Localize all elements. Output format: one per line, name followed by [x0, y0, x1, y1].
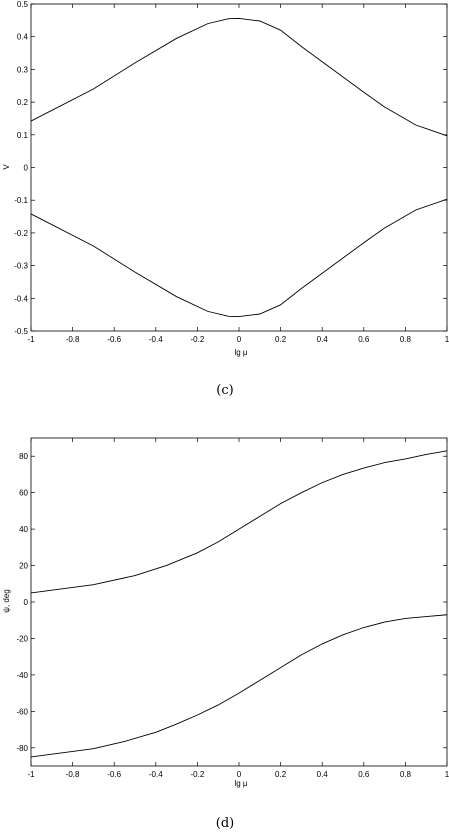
- x-tick-label: -1: [27, 770, 35, 779]
- y-tick-label: 0.4: [17, 33, 29, 42]
- x-tick-label: 1: [445, 770, 449, 779]
- x-tick-label: 0: [237, 335, 242, 344]
- y-tick-label: -0.2: [14, 229, 28, 238]
- y-tick-label: -0.5: [14, 327, 28, 336]
- x-axis-label-c: lg μ: [234, 348, 247, 357]
- y-tick-label: 0.5: [17, 0, 29, 9]
- chart-panel-d: -1 -0.8 -0.6 -0.4 -0.2 0 0.2 0.4 0.6 0.8 1 -80 -60 -4…: [2, 437, 449, 831]
- caption-c: (c): [216, 383, 233, 398]
- y-tick-label: -20: [16, 634, 28, 643]
- x-tick-label: -0.6: [107, 770, 121, 779]
- y-tick-label: 80: [19, 452, 28, 461]
- axes-frame-d: [30, 437, 448, 767]
- y-tick-label: -40: [16, 671, 28, 680]
- plot-area-c: -1 -0.8 -0.6 -0.4 -0.2 0 0.2 0.4 0.6 0.8 1 -0.5 -0.4…: [14, 0, 449, 344]
- x-tick-label: -0.8: [66, 770, 80, 779]
- y-tick-label: 20: [19, 562, 28, 571]
- y-axis-label-d: ψ, deg: [2, 589, 11, 613]
- x-tick-label: 0.2: [275, 335, 287, 344]
- x-tick-label: -0.2: [191, 770, 205, 779]
- x-tick-label: 0.4: [317, 335, 329, 344]
- x-tick-label: -0.8: [66, 335, 80, 344]
- y-tick-label: 0.3: [17, 65, 29, 74]
- y-tick-label: -0.4: [14, 294, 28, 303]
- y-tick-label: 40: [19, 525, 28, 534]
- x-tick-label: 0.6: [358, 335, 370, 344]
- x-tick-label: 0.6: [358, 770, 370, 779]
- y-tick-label: -80: [16, 744, 28, 753]
- x-tick-label: 0: [237, 770, 242, 779]
- x-tick-label: -0.4: [149, 770, 163, 779]
- y-tick-label: 0: [24, 164, 29, 173]
- y-tick-label: -0.3: [14, 262, 28, 271]
- series-line-c-1: [30, 17, 448, 137]
- y-tick-label: 60: [19, 489, 28, 498]
- plot-area-d: -1 -0.8 -0.6 -0.4 -0.2 0 0.2 0.4 0.6 0.8 1 -80 -60 -4…: [16, 437, 449, 779]
- y-axis-label-c: V: [2, 164, 11, 170]
- y-tick-label: -60: [16, 707, 28, 716]
- y-tick-label: 0.1: [17, 131, 29, 140]
- x-tick-label: -1: [27, 335, 35, 344]
- x-tick-label: -0.2: [191, 335, 205, 344]
- x-tick-label: 0.2: [275, 770, 287, 779]
- x-tick-label: 0.8: [400, 770, 412, 779]
- x-tick-label: -0.6: [107, 335, 121, 344]
- y-tick-label: 0.2: [17, 98, 29, 107]
- axes-frame-c: [30, 3, 448, 332]
- x-tick-label: 0.4: [317, 770, 329, 779]
- chart-panel-c: -1 -0.8 -0.6 -0.4 -0.2 0 0.2 0.4 0.6 0.8 1 -0.5 -0.4…: [2, 0, 449, 398]
- y-tick-label: 0: [24, 598, 29, 607]
- x-tick-label: -0.4: [149, 335, 163, 344]
- x-tick-label: 0.8: [400, 335, 412, 344]
- series-line-c-2: [30, 198, 448, 318]
- caption-d: (d): [216, 816, 234, 831]
- y-tick-label: -0.1: [14, 196, 28, 205]
- x-axis-label-d: lg μ: [234, 779, 247, 788]
- series-line-d-1: [30, 450, 448, 594]
- x-tick-label: 1: [445, 335, 449, 344]
- series-line-d-2: [30, 614, 448, 758]
